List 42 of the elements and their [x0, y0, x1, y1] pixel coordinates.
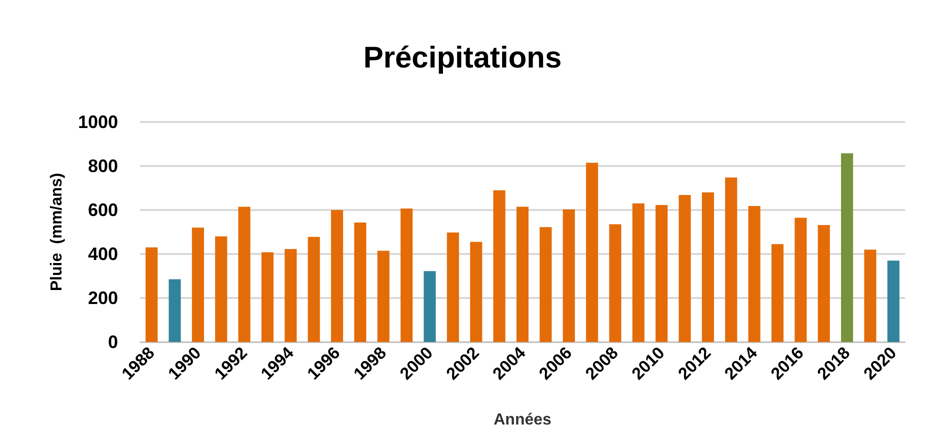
bar — [493, 190, 506, 342]
bar — [146, 247, 158, 342]
bar — [284, 248, 297, 342]
bar — [771, 244, 784, 342]
bar — [748, 206, 760, 342]
bar — [308, 236, 320, 342]
bar — [424, 271, 436, 342]
x-axis-title: Années — [494, 412, 552, 428]
bar — [702, 192, 714, 342]
bar — [887, 260, 900, 342]
bar — [632, 203, 644, 342]
bar — [377, 250, 390, 342]
bar — [446, 232, 459, 342]
bar — [516, 206, 529, 342]
y-tick-label: 0 — [108, 332, 118, 352]
bar — [540, 227, 552, 342]
bar — [609, 224, 622, 342]
bar — [238, 206, 250, 342]
bar — [586, 162, 598, 342]
bar — [794, 218, 807, 342]
bar — [331, 210, 344, 342]
bar — [192, 228, 204, 342]
y-axis-title: Pluie (mm/ans) — [48, 172, 66, 292]
bar — [400, 208, 413, 342]
bar — [656, 204, 668, 342]
bar — [261, 252, 274, 342]
bar — [470, 242, 482, 342]
bar — [354, 222, 366, 342]
y-tick-label: 600 — [88, 200, 118, 220]
y-tick-label: 400 — [88, 244, 118, 264]
bar — [678, 195, 691, 342]
bar — [818, 224, 830, 342]
y-tick-label: 800 — [88, 156, 118, 176]
bar — [725, 177, 738, 342]
y-tick-label: 1000 — [78, 112, 118, 132]
y-tick-label: 200 — [88, 288, 118, 308]
bar — [562, 209, 575, 342]
bar — [215, 236, 228, 342]
chart-title: Précipitations — [363, 42, 562, 74]
bar — [841, 153, 854, 342]
bar — [864, 250, 876, 342]
bar — [168, 279, 181, 342]
